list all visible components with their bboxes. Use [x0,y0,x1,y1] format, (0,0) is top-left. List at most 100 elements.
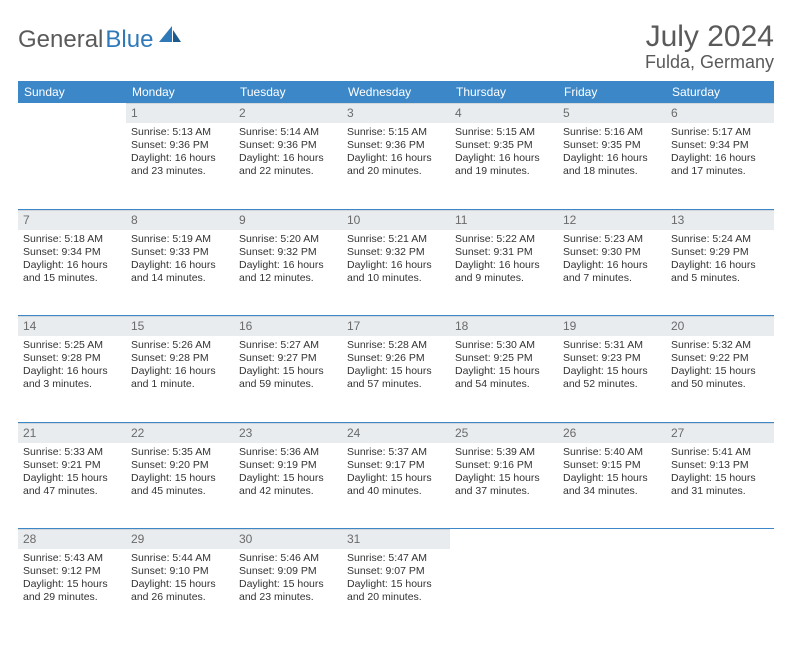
day-line: Daylight: 16 hours [23,365,121,378]
day-line: Daylight: 15 hours [23,578,121,591]
content-row: Sunrise: 5:13 AMSunset: 9:36 PMDaylight:… [18,123,774,209]
day-line: and 1 minute. [131,378,229,391]
day-header: Friday [558,81,666,103]
day-header: Monday [126,81,234,103]
day-line: Sunrise: 5:46 AM [239,552,337,565]
day-line: Sunrise: 5:40 AM [563,446,661,459]
day-cell: Sunrise: 5:26 AMSunset: 9:28 PMDaylight:… [126,336,234,422]
day-cell: Sunrise: 5:30 AMSunset: 9:25 PMDaylight:… [450,336,558,422]
content-row: Sunrise: 5:43 AMSunset: 9:12 PMDaylight:… [18,549,774,635]
daynum-row: 78910111213 [18,210,774,230]
day-line: Daylight: 15 hours [347,365,445,378]
day-line: and 10 minutes. [347,272,445,285]
day-line: Sunrise: 5:39 AM [455,446,553,459]
day-line: and 31 minutes. [671,485,769,498]
day-header: Sunday [18,81,126,103]
daynum-cell [18,103,126,123]
day-cell: Sunrise: 5:27 AMSunset: 9:27 PMDaylight:… [234,336,342,422]
day-line: Sunset: 9:26 PM [347,352,445,365]
daynum-cell [558,529,666,549]
daynum-cell: 7 [18,210,126,230]
day-cell: Sunrise: 5:15 AMSunset: 9:35 PMDaylight:… [450,123,558,209]
calendar-page: GeneralBlue July 2024 Fulda, Germany Sun… [0,0,792,645]
daynum-cell: 22 [126,423,234,443]
day-line: Daylight: 15 hours [239,578,337,591]
day-line: Daylight: 16 hours [131,152,229,165]
day-line: Sunrise: 5:31 AM [563,339,661,352]
day-line: Daylight: 16 hours [239,152,337,165]
day-line: Daylight: 16 hours [347,259,445,272]
day-cell: Sunrise: 5:44 AMSunset: 9:10 PMDaylight:… [126,549,234,635]
day-line: Sunrise: 5:36 AM [239,446,337,459]
day-line: Daylight: 16 hours [563,259,661,272]
day-line: Sunrise: 5:30 AM [455,339,553,352]
day-line: Sunset: 9:32 PM [239,246,337,259]
sail-icon [159,23,181,51]
day-header: Saturday [666,81,774,103]
daynum-cell: 26 [558,423,666,443]
day-line: and 23 minutes. [239,591,337,604]
daynum-cell: 16 [234,316,342,336]
day-line: Daylight: 15 hours [671,472,769,485]
day-line: Daylight: 16 hours [23,259,121,272]
day-line: Sunrise: 5:17 AM [671,126,769,139]
daynum-cell: 28 [18,529,126,549]
day-line: Sunset: 9:35 PM [563,139,661,152]
daynum-cell: 4 [450,103,558,123]
day-line: Sunset: 9:34 PM [671,139,769,152]
daynum-row: 14151617181920 [18,316,774,336]
day-line: Sunset: 9:25 PM [455,352,553,365]
month-title: July 2024 [645,20,774,54]
daynum-cell: 10 [342,210,450,230]
content-row: Sunrise: 5:25 AMSunset: 9:28 PMDaylight:… [18,336,774,422]
day-line: Sunrise: 5:41 AM [671,446,769,459]
day-line: Sunrise: 5:13 AM [131,126,229,139]
day-line: Daylight: 16 hours [455,152,553,165]
day-line: and 34 minutes. [563,485,661,498]
day-line: and 17 minutes. [671,165,769,178]
day-line: Sunrise: 5:19 AM [131,233,229,246]
day-line: Sunrise: 5:21 AM [347,233,445,246]
brand-part2: Blue [105,26,153,54]
content-row: Sunrise: 5:18 AMSunset: 9:34 PMDaylight:… [18,230,774,316]
day-line: Sunset: 9:30 PM [563,246,661,259]
daynum-cell: 25 [450,423,558,443]
day-line: Sunset: 9:35 PM [455,139,553,152]
day-cell: Sunrise: 5:28 AMSunset: 9:26 PMDaylight:… [342,336,450,422]
daynum-cell: 21 [18,423,126,443]
daynum-cell: 1 [126,103,234,123]
day-cell: Sunrise: 5:24 AMSunset: 9:29 PMDaylight:… [666,230,774,316]
day-line: Sunset: 9:31 PM [455,246,553,259]
calendar-table: SundayMondayTuesdayWednesdayThursdayFrid… [18,81,774,635]
brand-part1: General [18,26,103,54]
day-line: Sunset: 9:36 PM [131,139,229,152]
day-line: and 7 minutes. [563,272,661,285]
day-cell: Sunrise: 5:21 AMSunset: 9:32 PMDaylight:… [342,230,450,316]
day-line: Daylight: 15 hours [131,472,229,485]
day-line: Daylight: 16 hours [131,365,229,378]
daynum-cell: 14 [18,316,126,336]
daynum-cell [450,529,558,549]
day-line: Daylight: 16 hours [347,152,445,165]
daynum-cell: 23 [234,423,342,443]
day-line: Sunrise: 5:26 AM [131,339,229,352]
day-cell [18,123,126,209]
day-line: Daylight: 15 hours [239,472,337,485]
day-line: Sunset: 9:19 PM [239,459,337,472]
day-line: and 18 minutes. [563,165,661,178]
daynum-cell: 27 [666,423,774,443]
day-header: Thursday [450,81,558,103]
day-line: Sunset: 9:36 PM [239,139,337,152]
daynum-cell: 29 [126,529,234,549]
day-line: and 29 minutes. [23,591,121,604]
day-line: Daylight: 15 hours [347,472,445,485]
day-cell: Sunrise: 5:16 AMSunset: 9:35 PMDaylight:… [558,123,666,209]
daynum-cell: 9 [234,210,342,230]
day-line: Sunrise: 5:32 AM [671,339,769,352]
day-line: and 37 minutes. [455,485,553,498]
daynum-cell: 15 [126,316,234,336]
daynum-cell: 24 [342,423,450,443]
day-cell: Sunrise: 5:39 AMSunset: 9:16 PMDaylight:… [450,443,558,529]
day-line: Daylight: 15 hours [23,472,121,485]
day-line: and 23 minutes. [131,165,229,178]
